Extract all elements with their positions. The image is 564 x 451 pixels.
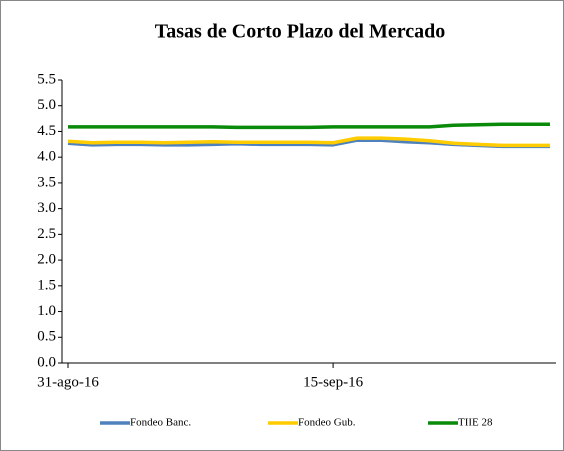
- y-tick-label: 0.5: [37, 329, 56, 345]
- y-tick-label: 4.0: [37, 149, 56, 165]
- legend-label: Fondeo Gub.: [298, 417, 356, 429]
- y-tick-label: 5.5: [37, 71, 56, 87]
- x-tick-label: 31-ago-16: [37, 374, 99, 390]
- y-tick-label: 4.5: [37, 123, 56, 139]
- y-tick-label: 1.0: [37, 303, 56, 319]
- x-tick-label: 15-sep-16: [303, 374, 363, 390]
- y-tick-label: 1.5: [37, 277, 56, 293]
- series-line: [68, 122, 550, 130]
- chart-title: Tasas de Corto Plazo del Mercado: [155, 21, 446, 43]
- legend-label: Fondeo Banc.: [130, 417, 191, 429]
- y-tick-label: 2.5: [37, 226, 56, 242]
- series-line: [67, 136, 550, 148]
- y-tick-label: 0.0: [37, 354, 56, 370]
- y-tick-label: 3.0: [37, 200, 56, 216]
- y-tick-label: 2.0: [37, 252, 56, 268]
- y-tick-label: 5.0: [37, 97, 56, 113]
- legend-label: TIIE 28: [458, 417, 493, 429]
- y-tick-label: 3.5: [37, 174, 56, 190]
